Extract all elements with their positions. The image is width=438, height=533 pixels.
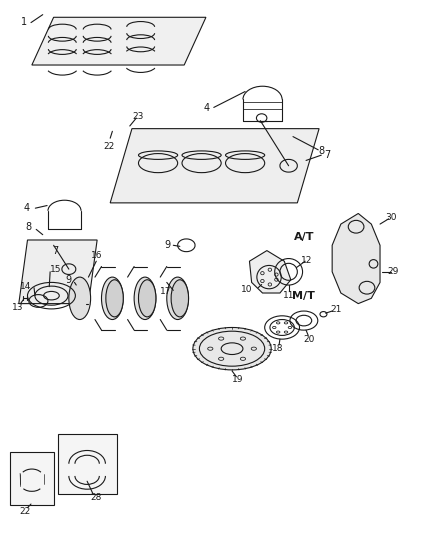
Text: 16: 16 <box>91 252 102 261</box>
Ellipse shape <box>134 277 156 319</box>
Text: 11: 11 <box>283 290 294 300</box>
Text: 21: 21 <box>330 305 341 314</box>
Polygon shape <box>250 251 291 293</box>
Ellipse shape <box>193 327 271 370</box>
Ellipse shape <box>102 277 123 319</box>
Bar <box>58 433 117 495</box>
Text: 12: 12 <box>301 256 313 265</box>
Text: 23: 23 <box>133 112 144 121</box>
Text: 30: 30 <box>385 213 397 222</box>
Text: 13: 13 <box>12 303 24 312</box>
Text: 22: 22 <box>104 142 115 151</box>
Text: 10: 10 <box>241 285 253 294</box>
Text: 18: 18 <box>272 344 284 353</box>
Polygon shape <box>32 17 206 65</box>
Text: 4: 4 <box>203 103 209 114</box>
Bar <box>10 452 53 505</box>
Ellipse shape <box>106 280 123 317</box>
Text: 17: 17 <box>160 287 172 296</box>
Polygon shape <box>332 214 380 304</box>
Text: 29: 29 <box>387 268 399 276</box>
Text: 19: 19 <box>232 375 243 384</box>
Text: 8: 8 <box>26 222 32 232</box>
Text: A/T: A/T <box>293 232 314 243</box>
Text: 4: 4 <box>24 203 30 213</box>
Text: 8: 8 <box>318 146 325 156</box>
Text: 9: 9 <box>66 275 72 285</box>
Ellipse shape <box>138 280 156 317</box>
Ellipse shape <box>69 277 91 319</box>
Text: 20: 20 <box>304 335 315 344</box>
Text: 15: 15 <box>50 265 62 273</box>
Text: 28: 28 <box>91 492 102 502</box>
Ellipse shape <box>167 277 188 319</box>
Text: 14: 14 <box>20 282 31 291</box>
Polygon shape <box>19 240 97 304</box>
Text: 1: 1 <box>21 17 27 27</box>
Text: 22: 22 <box>20 507 31 516</box>
Text: 7: 7 <box>324 150 330 160</box>
Polygon shape <box>110 128 319 203</box>
Text: 7: 7 <box>53 246 59 256</box>
Text: M/T: M/T <box>293 290 315 301</box>
Ellipse shape <box>171 280 188 317</box>
Text: 9: 9 <box>164 240 170 251</box>
